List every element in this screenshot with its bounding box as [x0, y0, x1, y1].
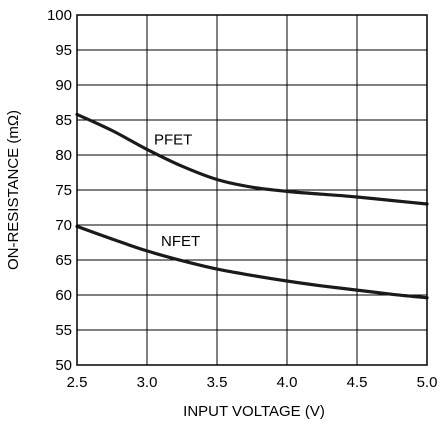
y-tick-label-0: 50	[55, 357, 72, 374]
y-tick-label-10: 100	[47, 7, 72, 24]
series-label-pfet: PFET	[154, 132, 192, 149]
x-tick-label-4: 4.5	[347, 374, 368, 391]
series-line-pfet	[75, 112, 429, 206]
data-series	[75, 112, 429, 300]
y-tick-label-3: 65	[55, 252, 72, 269]
x-tick-label-0: 2.5	[67, 374, 88, 391]
y-tick-label-9: 95	[55, 42, 72, 59]
y-tick-label-1: 55	[55, 322, 72, 339]
y-tick-label-8: 90	[55, 77, 72, 94]
x-axis-label: INPUT VOLTAGE (V)	[183, 403, 325, 420]
x-tick-label-1: 3.0	[137, 374, 158, 391]
x-tick-labels: 2.5 3.0 3.5 4.0 4.5 5.0	[67, 374, 438, 391]
y-tick-label-7: 85	[55, 112, 72, 129]
x-tick-label-5: 5.0	[417, 374, 438, 391]
y-tick-labels: 50 55 60 65 70 75 80 85 90 95 100	[47, 7, 72, 374]
x-tick-label-3: 4.0	[277, 374, 298, 391]
series-label-nfet: NFET	[161, 233, 200, 250]
y-axis-label: ON-RESISTANCE (mΩ)	[5, 110, 22, 270]
plot-frame	[76, 14, 428, 366]
y-tick-label-5: 75	[55, 182, 72, 199]
y-tick-label-2: 60	[55, 287, 72, 304]
y-tick-label-6: 80	[55, 147, 72, 164]
series-line-nfet	[75, 224, 429, 300]
series-labels: PFET NFET	[154, 132, 200, 251]
y-tick-label-4: 70	[55, 217, 72, 234]
x-tick-label-2: 3.5	[207, 374, 228, 391]
grid-lines	[76, 14, 428, 366]
